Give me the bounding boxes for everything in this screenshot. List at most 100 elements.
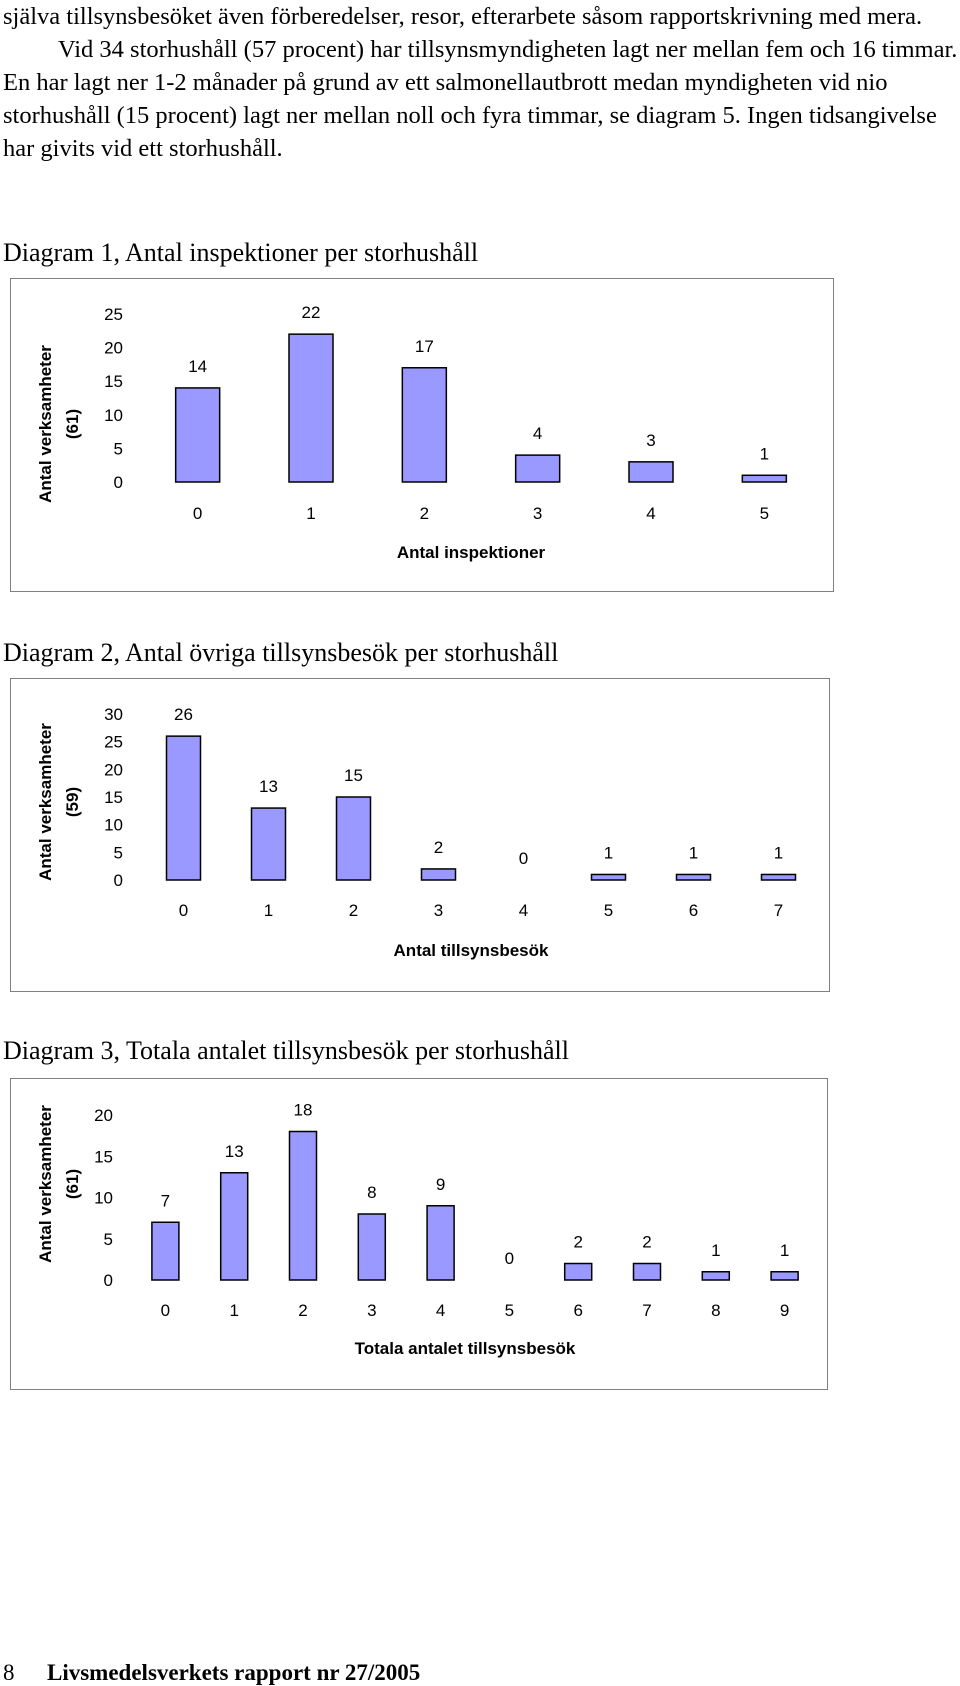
y-axis-count: (61) — [63, 409, 82, 439]
x-tick-label: 2 — [420, 504, 429, 523]
bar — [514, 454, 561, 483]
x-axis-title: Antal tillsynsbesök — [394, 941, 549, 960]
diagram-1-title: Diagram 1, Antal inspektioner per storhu… — [3, 238, 479, 267]
data-label: 3 — [646, 431, 655, 450]
y-tick-label: 25 — [104, 305, 123, 324]
x-tick-label: 4 — [646, 504, 655, 523]
bar — [628, 461, 674, 483]
y-tick-label: 20 — [104, 760, 123, 779]
bar — [151, 1221, 180, 1281]
bar — [357, 1213, 387, 1281]
x-tick-label: 2 — [298, 1301, 307, 1320]
data-label: 22 — [302, 303, 321, 322]
y-tick-label: 20 — [104, 339, 123, 358]
bar — [701, 1271, 731, 1281]
diagram-1-chart: 0 5 10 15 20 25 Antal verksamheter (61) 14 0 22 1 17… — [10, 278, 834, 592]
y-axis-title: Antal verksamheter — [36, 1105, 55, 1263]
y-tick-label: 0 — [114, 473, 123, 492]
x-axis-title: Totala antalet tillsynsbesök — [355, 1339, 576, 1358]
y-tick-label: 25 — [104, 733, 123, 752]
y-tick-label: 15 — [104, 788, 123, 807]
y-tick-label: 5 — [114, 843, 123, 862]
bar — [401, 367, 448, 483]
data-label: 15 — [344, 766, 363, 785]
y-tick-label: 0 — [104, 1271, 113, 1290]
x-tick-label: 0 — [161, 1301, 170, 1320]
data-label: 0 — [505, 1249, 514, 1268]
data-label: 1 — [780, 1241, 789, 1260]
x-tick-label: 4 — [519, 901, 528, 920]
data-label: 9 — [436, 1175, 445, 1194]
x-tick-label: 3 — [533, 504, 542, 523]
data-label: 1 — [711, 1241, 720, 1260]
y-tick-label: 5 — [104, 1230, 113, 1249]
y-axis-title: Antal verksamheter — [36, 345, 55, 503]
x-tick-label: 0 — [179, 901, 188, 920]
data-label: 7 — [161, 1191, 170, 1210]
data-label: 26 — [174, 705, 193, 724]
bar — [760, 873, 797, 881]
bar — [165, 735, 202, 881]
data-label: 1 — [689, 843, 698, 862]
y-tick-label: 10 — [104, 406, 123, 425]
data-label: 14 — [188, 357, 207, 376]
x-tick-label: 7 — [774, 901, 783, 920]
bar — [420, 868, 457, 881]
y-tick-label: 5 — [114, 439, 123, 458]
data-label: 4 — [533, 424, 542, 443]
data-label: 0 — [519, 849, 528, 868]
x-tick-label: 3 — [367, 1301, 376, 1320]
bar — [426, 1205, 455, 1281]
x-tick-label: 5 — [760, 504, 769, 523]
bar — [219, 1172, 249, 1281]
x-tick-label: 8 — [711, 1301, 720, 1320]
x-tick-label: 2 — [349, 901, 358, 920]
diagram-2-title: Diagram 2, Antal övriga tillsynsbesök pe… — [3, 638, 559, 667]
bar — [174, 387, 221, 483]
y-tick-label: 30 — [104, 705, 123, 724]
data-label: 13 — [259, 777, 278, 796]
x-tick-label: 5 — [604, 901, 613, 920]
bar — [335, 796, 372, 881]
bar — [288, 333, 334, 483]
data-label: 13 — [225, 1142, 244, 1161]
page-number: 8 — [3, 1660, 15, 1685]
data-label: 1 — [604, 843, 613, 862]
body-text: själva tillsynsbesöket även förberedelse… — [3, 0, 958, 165]
paragraph-2: Vid 34 storhushåll (57 procent) har till… — [3, 36, 958, 162]
data-label: 2 — [434, 838, 443, 857]
x-axis-title: Antal inspektioner — [397, 543, 546, 562]
data-label: 1 — [774, 843, 783, 862]
data-label: 18 — [294, 1101, 313, 1120]
bar — [590, 873, 627, 881]
x-tick-label: 0 — [193, 504, 202, 523]
data-label: 2 — [573, 1233, 582, 1252]
x-tick-label: 5 — [505, 1301, 514, 1320]
x-tick-label: 3 — [434, 901, 443, 920]
x-tick-label: 1 — [229, 1301, 238, 1320]
x-tick-label: 4 — [436, 1301, 445, 1320]
bar — [770, 1271, 799, 1281]
x-tick-label: 1 — [264, 901, 273, 920]
data-label: 8 — [367, 1183, 376, 1202]
bar — [250, 807, 287, 881]
y-tick-label: 0 — [114, 871, 123, 890]
bar — [288, 1130, 318, 1281]
x-tick-label: 1 — [306, 504, 315, 523]
x-tick-label: 6 — [689, 901, 698, 920]
bar — [563, 1262, 593, 1281]
bar — [632, 1262, 662, 1281]
x-tick-label: 9 — [780, 1301, 789, 1320]
bar — [741, 474, 788, 483]
y-tick-label: 10 — [94, 1189, 113, 1208]
bar — [675, 873, 712, 881]
page-footer: 8 Livsmedelsverkets rapport nr 27/2005 — [3, 1660, 420, 1686]
y-tick-label: 20 — [94, 1106, 113, 1125]
x-tick-label: 7 — [642, 1301, 651, 1320]
data-label: 1 — [760, 444, 769, 463]
y-tick-label: 15 — [104, 372, 123, 391]
report-title: Livsmedelsverkets rapport nr 27/2005 — [47, 1660, 421, 1685]
